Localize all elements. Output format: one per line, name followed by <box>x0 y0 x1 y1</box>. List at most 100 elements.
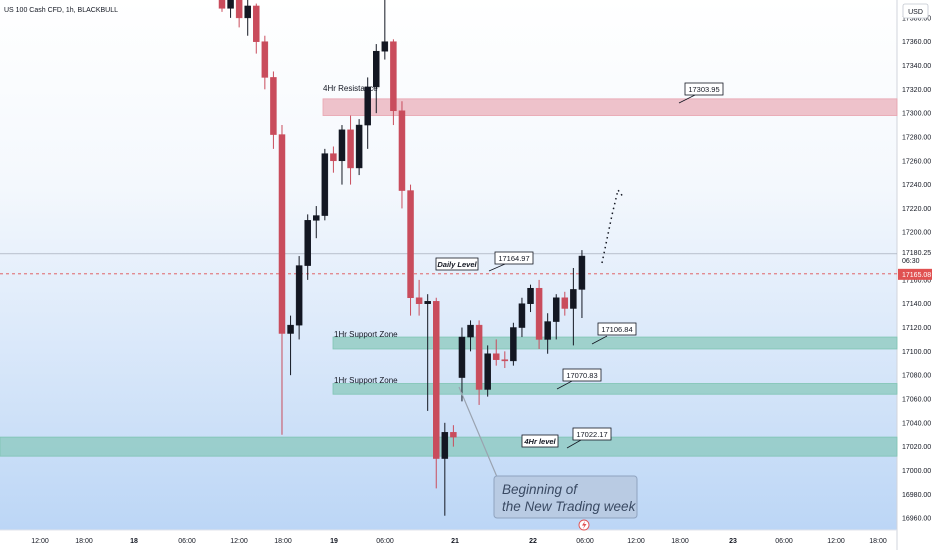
candle <box>561 291 569 316</box>
candle <box>253 3 260 54</box>
current-price-label: 17180.25 <box>902 250 931 257</box>
candle <box>338 125 346 185</box>
symbol-title[interactable]: US 100 Cash CFD, 1h, BLACKBULL <box>4 7 118 14</box>
candle-body <box>235 0 243 19</box>
candle <box>458 327 466 402</box>
candle-body <box>450 432 457 438</box>
week-note-line-2: the New Trading week <box>502 499 637 514</box>
zone-resistance-0 <box>322 98 898 116</box>
candle <box>475 320 483 405</box>
current-price-tag <box>898 247 932 265</box>
candle <box>527 284 534 313</box>
candle <box>235 0 243 28</box>
y-tick-label: 17320.00 <box>902 87 931 94</box>
x-tick-label: 21 <box>451 538 459 545</box>
callout-17070-text: 17070.83 <box>566 371 597 380</box>
candle-body <box>467 324 474 338</box>
candle-body <box>518 303 526 328</box>
callout-17022: 17022.17 <box>566 427 612 449</box>
candle-body <box>433 301 440 459</box>
candle-body <box>527 287 534 304</box>
y-tick-label: 17300.00 <box>902 111 931 118</box>
candle <box>313 206 320 239</box>
y-tick-label: 17360.00 <box>902 39 931 46</box>
candle-body <box>441 432 449 459</box>
x-tick-label: 18:00 <box>869 538 887 545</box>
candle <box>227 0 234 18</box>
candle <box>424 294 431 411</box>
zone-label-1hr-support-upper: 1Hr Support Zone <box>334 330 398 339</box>
candle <box>330 146 337 173</box>
candle-body <box>552 297 560 322</box>
candle <box>355 119 363 176</box>
x-tick-label: 06:00 <box>576 538 594 545</box>
currency-badge[interactable]: USD <box>902 3 929 19</box>
zone-label-4hr-resistance: 4Hr Resistance <box>323 84 378 93</box>
x-tick-label: 06:00 <box>775 538 793 545</box>
candle <box>510 322 517 366</box>
candle <box>390 39 397 126</box>
x-tick-label: 06:00 <box>178 538 196 545</box>
y-tick-label: 17100.00 <box>902 349 931 356</box>
callout-17070: 17070.83 <box>556 368 602 390</box>
candle <box>347 115 354 185</box>
zone-support-3 <box>0 436 898 457</box>
candle <box>578 250 586 318</box>
y-tick-label: 17380.00 <box>902 15 931 22</box>
candle-body <box>390 41 397 112</box>
candle-body <box>407 190 414 299</box>
callout-17303: 17303.95 <box>678 82 724 104</box>
candle-body <box>578 255 586 290</box>
x-tick-label: 12:00 <box>627 538 645 545</box>
candle <box>415 279 423 316</box>
y-tick-label: 17340.00 <box>902 63 931 70</box>
candle <box>278 125 286 435</box>
x-tick-label: 18 <box>130 538 138 545</box>
callout-17106: 17106.84 <box>591 322 637 345</box>
reference-lines-layer <box>0 253 897 275</box>
candle-body <box>313 215 320 221</box>
y-tick-label: 17200.00 <box>902 230 931 237</box>
y-tick-label: 17140.00 <box>902 301 931 308</box>
candle-body <box>253 5 260 42</box>
x-tick-label: 12:00 <box>31 538 49 545</box>
week-note-box: Beginning of the New Trading week <box>493 475 638 519</box>
candle <box>450 425 457 447</box>
y-tick-label: 17220.00 <box>902 206 931 213</box>
candle-body <box>398 110 406 191</box>
candle-body <box>270 77 277 135</box>
candle-body <box>544 321 551 340</box>
ref-price-tag <box>898 268 932 280</box>
x-tick-label: 06:00 <box>376 538 394 545</box>
candle <box>295 256 303 340</box>
candle <box>544 313 551 354</box>
x-tick-label: 18:00 <box>274 538 292 545</box>
candle <box>484 345 491 397</box>
daily-level-text: Daily Level <box>437 260 477 269</box>
callout-17106-text: 17106.84 <box>601 325 632 334</box>
y-tick-label: 17120.00 <box>902 325 931 332</box>
y-tick-label: 17060.00 <box>902 396 931 403</box>
y-tick-label: 16960.00 <box>902 516 931 523</box>
lightning-icon[interactable] <box>578 519 590 531</box>
candle-body <box>330 153 337 162</box>
candle-body <box>510 327 517 362</box>
candle-body <box>347 129 354 169</box>
candle-body <box>415 297 423 304</box>
candle <box>433 297 440 489</box>
candle-body <box>373 50 380 88</box>
candle-body <box>338 129 346 162</box>
candle <box>244 0 251 36</box>
candle <box>304 214 311 280</box>
candle-body <box>355 124 363 169</box>
daily-level-tag: Daily Level <box>435 257 479 271</box>
candle-body <box>218 0 226 9</box>
y-tick-label: 17280.00 <box>902 134 931 141</box>
ref-price-label: 17165.08 <box>902 272 931 279</box>
candle-body <box>475 324 483 390</box>
candle <box>501 351 509 369</box>
candle <box>441 422 449 516</box>
candle <box>218 0 226 12</box>
x-tick-label: 12:00 <box>827 538 845 545</box>
